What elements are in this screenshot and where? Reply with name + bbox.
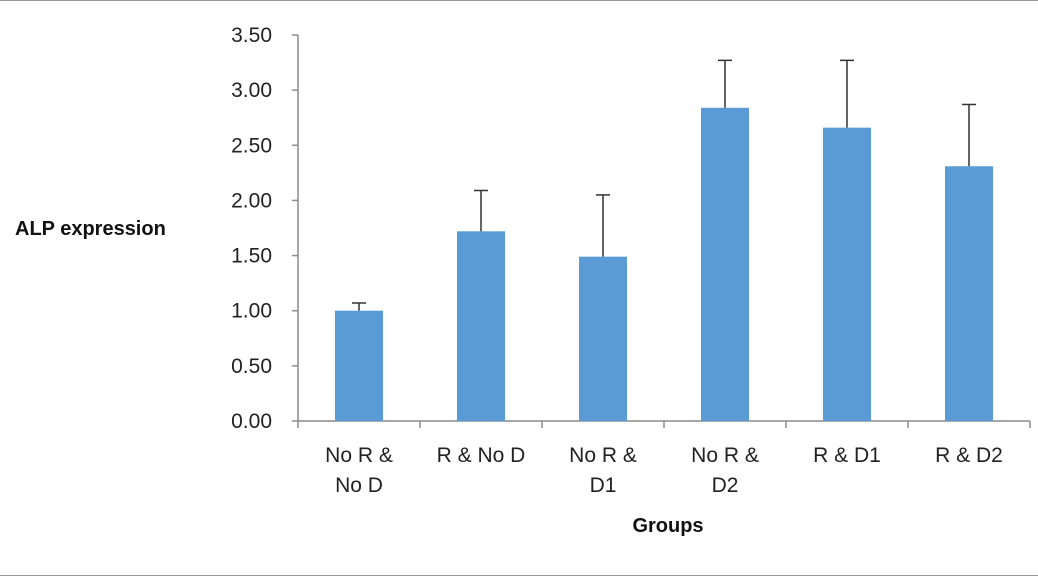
y-tick-labels: 0.00 0.50 1.00 1.50 2.00 2.50 3.00 3.50	[231, 24, 272, 433]
bar	[701, 107, 749, 421]
y-tick-label: 3.00	[231, 79, 272, 102]
y-tick-label: 1.00	[231, 300, 272, 323]
bar	[579, 256, 627, 421]
y-tick-label: 2.50	[231, 134, 272, 157]
bar	[457, 231, 505, 421]
x-tick-label: R & No D	[437, 444, 526, 467]
x-tick-labels: No R & No D R & No D No R & D1 No R & D2 R & D1…	[325, 444, 1003, 497]
axes	[292, 34, 1031, 428]
x-tick-label: No R & No D	[325, 444, 393, 497]
bar	[945, 166, 993, 421]
x-tick-label: R & D1	[813, 444, 881, 467]
y-axis-title: ALP expression	[15, 218, 166, 240]
y-tick-label: 1.50	[231, 245, 272, 268]
y-tick-label: 0.00	[231, 410, 272, 433]
bar	[823, 127, 871, 421]
y-tick-label: 0.50	[231, 355, 272, 378]
bar	[335, 310, 383, 421]
error-bars	[352, 59, 976, 311]
x-tick-label: No R & D1	[569, 444, 637, 497]
x-axis-title: Groups	[632, 515, 703, 537]
y-tick-label: 3.50	[231, 24, 272, 47]
x-tick-label: No R & D2	[691, 444, 759, 497]
x-tick-label: R & D2	[935, 444, 1003, 467]
bars	[335, 107, 993, 421]
y-tick-label: 2.00	[231, 189, 272, 212]
